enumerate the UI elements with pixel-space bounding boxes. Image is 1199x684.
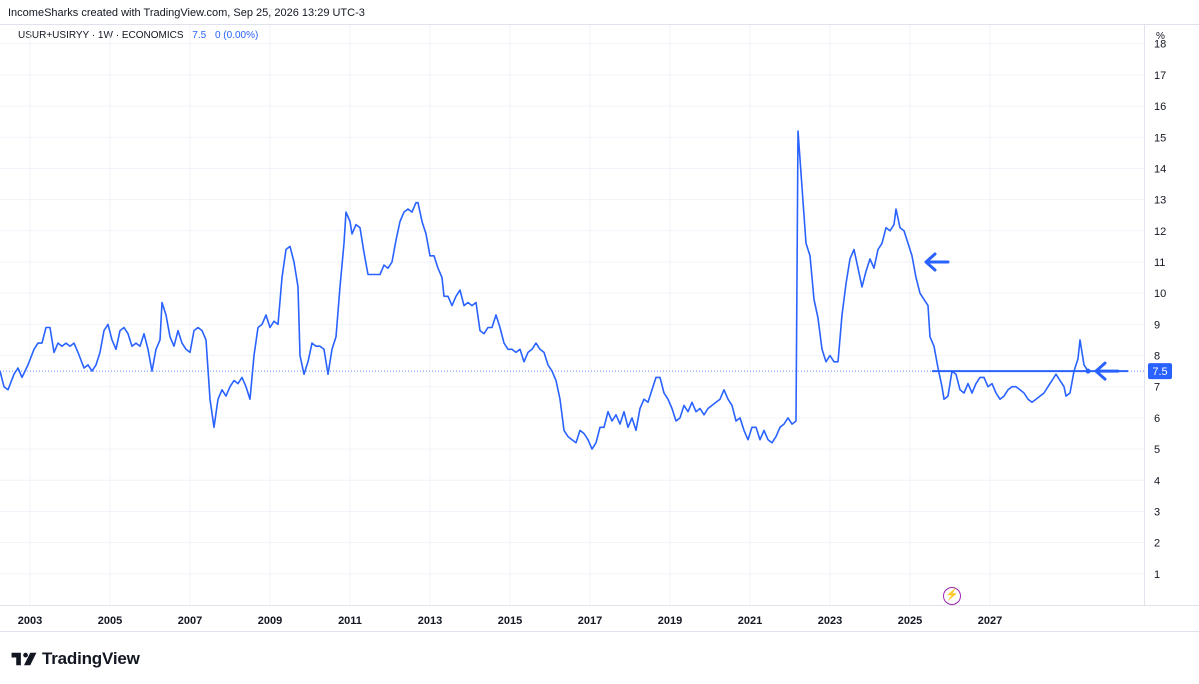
y-tick-label: 3: [1154, 506, 1160, 518]
y-tick-label: 12: [1154, 226, 1166, 238]
y-tick-label: 15: [1154, 132, 1166, 144]
y-tick-label: 18: [1154, 39, 1166, 51]
annotations: 7.5: [924, 252, 1172, 381]
y-tick-label: 13: [1154, 195, 1166, 207]
chart-credit: IncomeSharks created with TradingView.co…: [8, 7, 365, 19]
footer-divider: [0, 631, 1199, 632]
x-tick-label: 2023: [818, 615, 842, 627]
y-tick-label: 2: [1154, 538, 1160, 550]
y-tick-label: 4: [1154, 475, 1160, 487]
header-divider: [0, 24, 1199, 25]
symbol-legend[interactable]: USUR+USIRYY · 1W · ECONOMICS 7.5 0 (0.00…: [18, 30, 258, 41]
x-tick-label: 2021: [738, 615, 762, 627]
price-label-badge: [1148, 363, 1172, 380]
x-axis: 2003 2005 2007 2009 2011 2013 2015 2017 2019 2021…: [18, 615, 1002, 627]
tradingview-logo-icon: [11, 652, 37, 666]
symbol-change: 0 (0.00%): [214, 30, 259, 41]
x-tick-label: 2005: [98, 615, 122, 627]
x-tick-label: 2011: [338, 615, 362, 627]
arrow-left-icon[interactable]: [924, 252, 950, 272]
y-tick-label: 17: [1154, 70, 1166, 82]
price-axis-divider: [1144, 25, 1145, 605]
x-tick-label: 2025: [898, 615, 922, 627]
x-tick-label: 2013: [418, 615, 442, 627]
x-tick-label: 2007: [178, 615, 202, 627]
y-tick-label: 9: [1154, 319, 1160, 331]
y-tick-label: 14: [1154, 163, 1166, 175]
y-tick-label: 11: [1154, 257, 1165, 269]
x-tick-label: 2015: [498, 615, 522, 627]
symbol-value: 7.5: [192, 30, 207, 41]
brand-name: TradingView: [42, 649, 140, 668]
y-tick-label: 8: [1154, 351, 1160, 363]
y-tick-label: 10: [1154, 288, 1166, 300]
time-axis-divider: [0, 605, 1199, 606]
price-label-text: 7.5: [1152, 366, 1167, 378]
y-tick-label: 1: [1154, 569, 1160, 581]
y-tick-label: 16: [1154, 101, 1166, 113]
y-tick-label: 5: [1154, 444, 1160, 456]
axis-unit-label[interactable]: %: [1156, 31, 1165, 42]
arrow-left-icon[interactable]: [1094, 361, 1120, 381]
x-tick-label: 2027: [978, 615, 1002, 627]
x-tick-label: 2017: [578, 615, 602, 627]
x-tick-label: 2019: [658, 615, 682, 627]
plot-area: [0, 130, 1144, 450]
y-tick-label: 7: [1154, 382, 1160, 394]
lightning-icon[interactable]: ⚡: [943, 587, 961, 605]
x-tick-label: 2003: [18, 615, 42, 627]
y-tick-label: 6: [1154, 413, 1160, 425]
symbol-name[interactable]: USUR+USIRYY · 1W · ECONOMICS: [18, 30, 184, 41]
series-line[interactable]: [0, 130, 1089, 450]
tradingview-brand[interactable]: TradingView: [10, 648, 140, 670]
chart-grid: [0, 25, 1144, 605]
x-tick-label: 2009: [258, 615, 282, 627]
